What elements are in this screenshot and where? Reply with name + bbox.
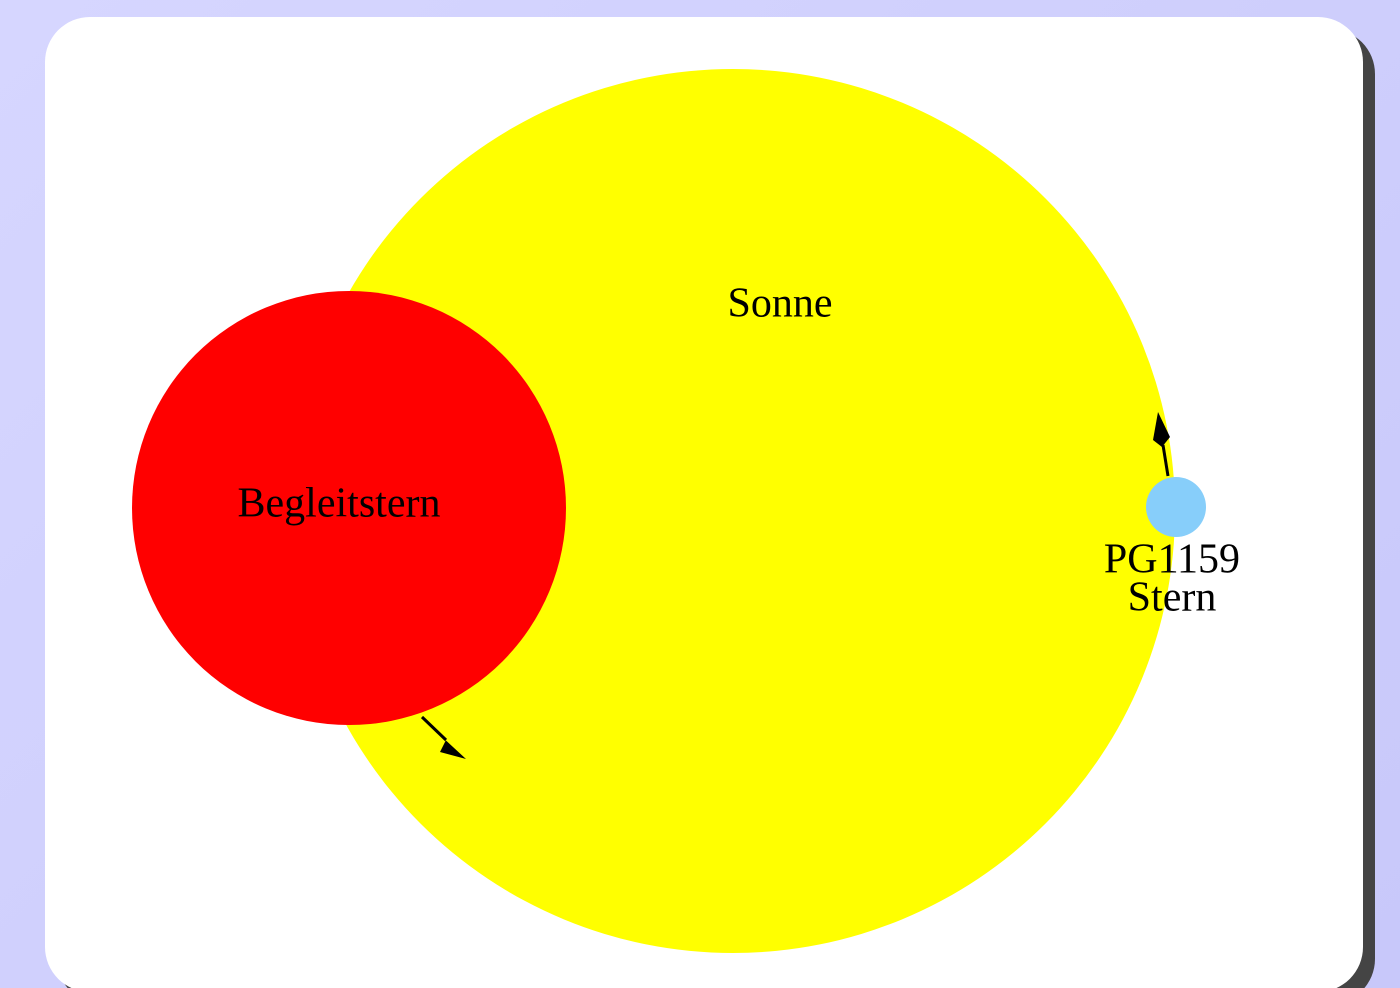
sun xyxy=(291,69,1175,953)
node-label: PG1159 xyxy=(1104,537,1240,583)
arrow xyxy=(420,715,466,759)
node-label: Stern xyxy=(1128,575,1217,621)
node-label: Begleitstern xyxy=(238,481,441,527)
node-label: Sonne xyxy=(728,281,833,327)
pg1159-star xyxy=(1146,477,1206,537)
companion-star xyxy=(132,291,566,725)
arrow xyxy=(1153,412,1170,477)
